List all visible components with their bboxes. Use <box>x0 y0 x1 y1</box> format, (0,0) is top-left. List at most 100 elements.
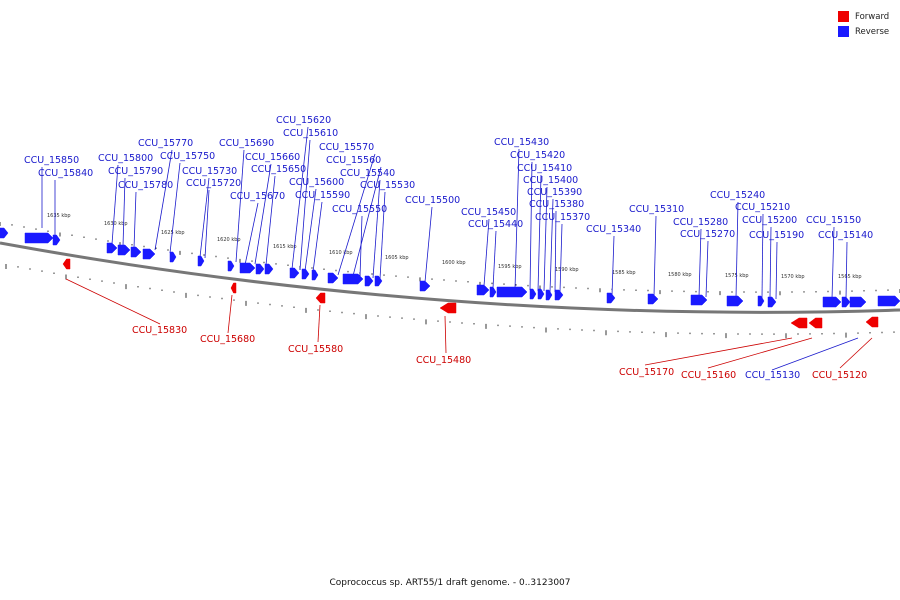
scale-label: 1635 kbp <box>47 213 71 219</box>
gene-labels-layer: CCU_15850 CCU_15840 CCU_15800 CCU_15790 CCU_… <box>24 115 873 381</box>
reverse-gene-label: CCU_15600 <box>289 177 344 188</box>
reverse-gene-label: CCU_15610 <box>283 128 338 139</box>
legend-item-forward: Forward <box>838 9 889 24</box>
reverse-gene-label: CCU_15420 <box>510 150 565 161</box>
reverse-leader-line <box>204 189 210 259</box>
reverse-leader-line <box>549 198 554 293</box>
reverse-gene-arrow <box>311 269 319 281</box>
reverse-leader-line <box>304 188 317 272</box>
scale-label: 1585 kbp <box>612 270 636 276</box>
forward-gene-label: CCU_15480 <box>416 355 471 366</box>
reverse-gene-label: CCU_15310 <box>629 204 684 215</box>
reverse-leader-line <box>611 235 615 296</box>
reverse-leader-line <box>529 161 533 291</box>
reverse-gene-label: CCU_15430 <box>494 137 549 148</box>
legend-label-forward: Forward <box>855 11 890 22</box>
reverse-gene-label: CCU_15280 <box>673 217 728 228</box>
reverse-leader-line <box>133 191 137 249</box>
reverse-leader-line <box>761 213 764 299</box>
reverse-gene-arrow <box>529 288 537 300</box>
reverse-gene-arrow <box>877 295 900 307</box>
reverse-gene-label: CCU_15660 <box>245 152 300 163</box>
reverse-leader-line <box>831 226 835 300</box>
forward-leader-line <box>444 315 447 354</box>
reverse-gene-arrow <box>554 289 564 301</box>
scale-label: 1620 kbp <box>217 237 241 243</box>
forward-leader-line <box>839 337 873 369</box>
reverse-gene-label: CCU_15390 <box>527 187 582 198</box>
reverse-gene-label: CCU_15850 <box>24 155 79 166</box>
scale-label: 1565 kbp <box>838 274 862 280</box>
reverse-gene-label: CCU_15270 <box>680 229 735 240</box>
reverse-gene-arrow <box>374 275 383 287</box>
reverse-gene-arrow <box>24 232 54 244</box>
reverse-gene-label: CCU_15210 <box>735 202 790 213</box>
legend-item-reverse: Reverse <box>838 24 889 39</box>
reverse-gene-arrow <box>0 227 9 239</box>
reverse-leader-line <box>265 175 276 266</box>
reverse-gene-arrow <box>130 246 142 258</box>
reverse-leader-line <box>154 149 173 251</box>
reverse-swatch <box>838 26 849 37</box>
reverse-gene-label: CCU_15550 <box>332 204 387 215</box>
reverse-gene-label: CCU_15560 <box>326 155 381 166</box>
reverse-leader-line <box>771 337 859 371</box>
forward-gene-arrow <box>865 316 879 328</box>
reverse-gene-label: CCU_15690 <box>219 138 274 149</box>
reverse-gene-arrow <box>496 286 528 298</box>
reverse-leader-line <box>775 241 778 300</box>
reverse-gene-arrow <box>169 251 177 263</box>
reverse-leader-line <box>424 206 433 283</box>
scale-label: 1590 kbp <box>555 267 579 273</box>
reverse-gene-arrow <box>726 295 744 307</box>
reverse-gene-label: CCU_15410 <box>517 163 572 174</box>
reverse-leader-line <box>735 201 739 299</box>
reverse-gene-label: CCU_15200 <box>742 215 797 226</box>
reverse-gene-arrow <box>489 286 497 298</box>
reverse-gene-arrow <box>255 263 265 275</box>
reverse-leader-line <box>299 139 311 271</box>
reverse-leader-line <box>845 241 848 300</box>
reverse-gene-arrow <box>364 275 374 287</box>
forward-gene-label: CCU_15160 <box>681 370 736 381</box>
reverse-gene-arrow <box>52 234 61 246</box>
reverse-gene-label: CCU_15500 <box>405 195 460 206</box>
forward-gene-arrow <box>790 317 808 329</box>
reverse-gene-arrow <box>289 267 300 279</box>
reverse-gene-label: CCU_15530 <box>360 180 415 191</box>
reverse-gene-label: CCU_15730 <box>182 166 237 177</box>
reverse-gene-label: CCU_15590 <box>295 190 350 201</box>
reverse-gene-label: CCU_15800 <box>98 153 153 164</box>
reverse-leader-line <box>653 215 657 297</box>
forward-gene-arrow <box>439 302 457 314</box>
reverse-gene-label: CCU_15150 <box>806 215 861 226</box>
reverse-gene-label: CCU_15780 <box>118 180 173 191</box>
forward-leader-line <box>317 304 321 343</box>
scale-label: 1630 kbp <box>104 221 128 227</box>
scale-label: 1595 kbp <box>498 264 522 270</box>
forward-gene-label: CCU_15680 <box>200 334 255 345</box>
reverse-gene-label: CCU_15840 <box>38 168 93 179</box>
reverse-gene-arrow <box>606 292 616 304</box>
forward-leader-line <box>644 337 793 366</box>
ticks-layer <box>0 222 900 339</box>
scale-label: 1605 kbp <box>385 255 409 261</box>
forward-gene-arrow <box>62 258 71 270</box>
reverse-gene-arrow <box>690 294 708 306</box>
reverse-gene-arrow <box>301 268 310 280</box>
reverse-gene-label: CCU_15620 <box>276 115 331 126</box>
reverse-gene-arrow <box>647 293 659 305</box>
reverse-leader-line <box>514 148 520 290</box>
reverse-leader-line <box>559 223 563 293</box>
reverse-gene-label: CCU_15750 <box>160 151 215 162</box>
reverse-gene-label: CCU_15790 <box>108 166 163 177</box>
reverse-leader-line <box>169 162 181 254</box>
forward-leader-line <box>227 294 233 334</box>
reverse-leader-line <box>111 164 119 245</box>
reverse-gene-arrow <box>545 289 553 301</box>
reverse-gene-label: CCU_15570 <box>319 142 374 153</box>
reverse-gene-arrow <box>106 242 118 254</box>
reverse-gene-arrow <box>117 244 131 256</box>
genes-layer <box>0 227 900 329</box>
scale-label: 1600 kbp <box>442 260 466 266</box>
